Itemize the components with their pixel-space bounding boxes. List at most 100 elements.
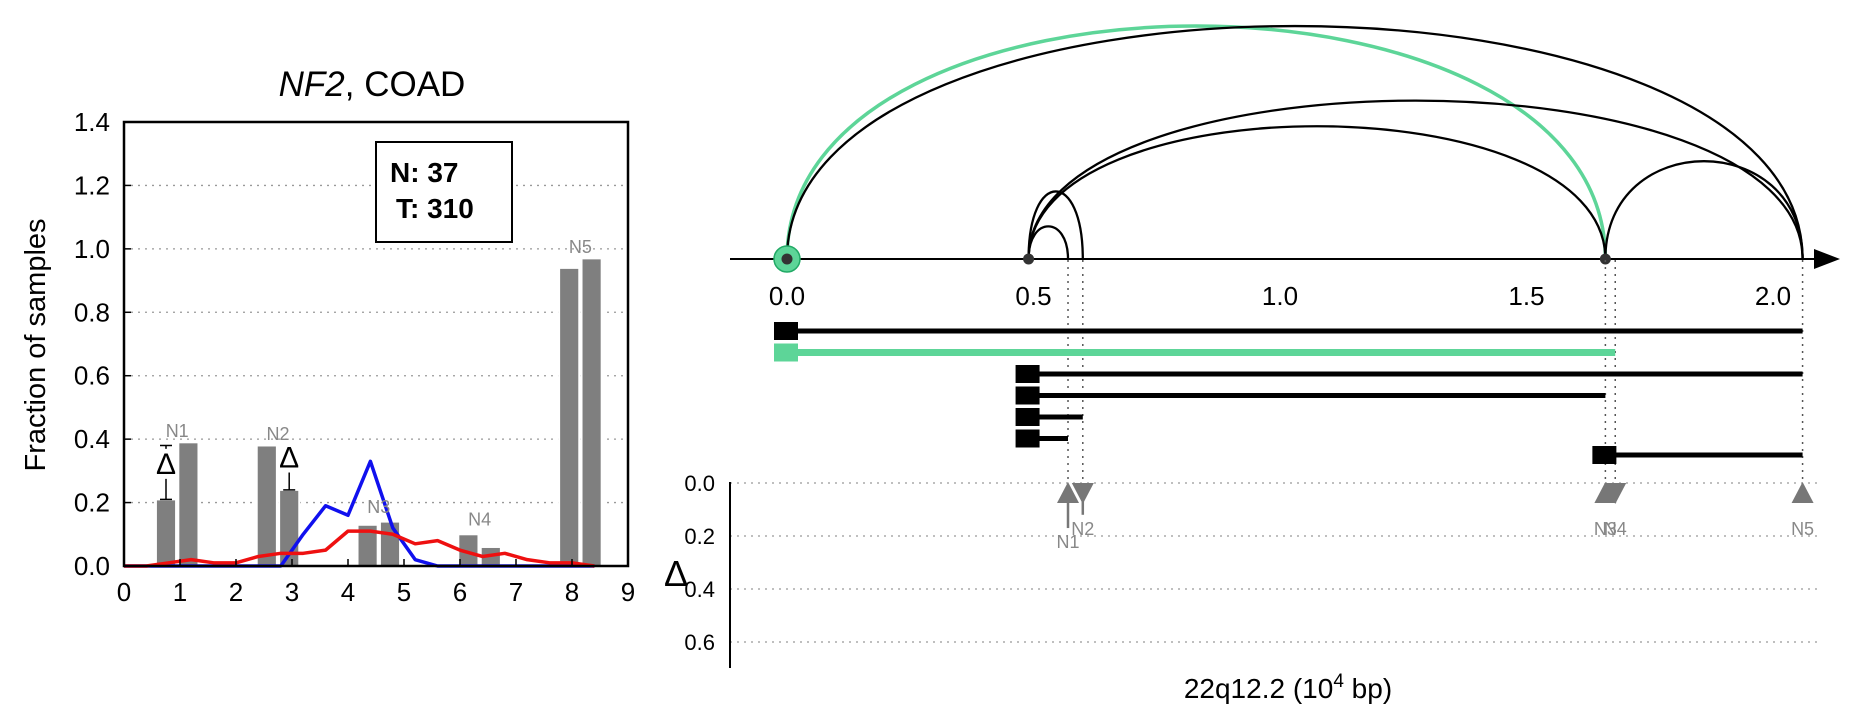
delta-gridlines	[730, 482, 1820, 643]
delta-label: Δ	[279, 442, 299, 475]
bar-label: N2	[266, 424, 289, 444]
y-axis-ticks: 0.0 0.2 0.4 0.6 0.8 1.0 1.2 1.4	[74, 107, 131, 581]
delta-tick-label: 0.4	[684, 577, 715, 602]
delta-triangle	[1057, 482, 1080, 503]
x-tick-label: 7	[509, 577, 523, 607]
splice-arc	[1027, 225, 1070, 260]
plot-frame	[122, 120, 630, 568]
title-rest: , COAD	[345, 65, 466, 104]
bars	[154, 257, 603, 568]
splice-arc	[1027, 190, 1084, 260]
genomic-tick-label: 0.5	[1015, 281, 1051, 311]
x-tick-label: 4	[341, 577, 355, 607]
genomic-tick-label: 1.5	[1508, 281, 1544, 311]
chart-title: NF2, COAD	[279, 65, 466, 104]
delta-marker-label: N2	[1071, 519, 1094, 539]
guide-lines	[1067, 260, 1804, 500]
title-gene: NF2	[279, 65, 345, 104]
bar-label: N5	[569, 237, 592, 257]
splice-node	[1023, 253, 1035, 265]
delta-tick-label: 0.2	[684, 524, 715, 549]
delta-axis-ticks: 0.0 0.2 0.4 0.6	[684, 471, 715, 655]
bar-label: N3	[367, 497, 390, 517]
bar	[177, 441, 200, 568]
x-tick-label: 1	[173, 577, 187, 607]
delta-label-bg	[154, 448, 178, 479]
delta-tick-label: 0.6	[684, 630, 715, 655]
delta-triangle	[1604, 483, 1627, 504]
delta-marker-label: N4	[1604, 519, 1627, 539]
legend-box	[375, 141, 513, 243]
splice-nodes	[773, 245, 1611, 273]
isoform-start-block	[1015, 386, 1040, 405]
x-tick-label: 0	[117, 577, 131, 607]
delta-axis-label: Δ	[664, 553, 688, 594]
isoform-start-block	[774, 343, 798, 362]
bar	[558, 266, 581, 567]
bar	[154, 498, 178, 567]
isoform-start-block	[774, 322, 798, 340]
y-tick-label: 0.8	[74, 297, 110, 327]
y-tick-label: 0.0	[74, 551, 110, 581]
delta-tick-label: 0.0	[684, 471, 715, 496]
y-tick-label: 1.0	[74, 234, 110, 264]
x-tick-label: 3	[285, 577, 299, 607]
x-tick-label: 9	[621, 577, 635, 607]
bar	[255, 444, 278, 567]
splice-arc	[785, 25, 1804, 260]
bar-label: N1	[166, 421, 189, 441]
bar-label: N4	[468, 510, 491, 530]
y-tick-label: 0.6	[74, 361, 110, 391]
delta-marker-label: N5	[1791, 519, 1814, 539]
x-tick-label: 8	[565, 577, 579, 607]
splice-arc	[1027, 99, 1804, 260]
legend-t-count: T: 310	[396, 193, 474, 224]
genomic-tick-label: 2.0	[1755, 281, 1791, 311]
y-axis-label: Fraction of samples	[20, 218, 52, 471]
genomic-axis-label: 22q12.2 (104 bp)	[1184, 671, 1392, 704]
y-tick-label: 1.4	[74, 107, 110, 137]
delta-label-bg	[277, 442, 302, 473]
isoform-start-block	[1592, 446, 1617, 464]
delta-triangle	[1594, 482, 1617, 503]
x-axis-ticks: 0 1 2 3 4 5 6 7 8 9	[117, 559, 635, 607]
y-tick-label: 1.2	[74, 170, 110, 200]
bar	[378, 520, 402, 567]
delta-triangle	[1071, 483, 1094, 504]
xlabel-tail: bp)	[1344, 673, 1392, 704]
splice-arcs	[785, 24, 1804, 260]
xlabel-main: 22q12.2 (10	[1184, 673, 1333, 704]
genomic-tick-label: 0.0	[769, 281, 805, 311]
x-tick-label: 2	[229, 577, 243, 607]
isoform-start-block	[1015, 429, 1040, 448]
delta-marker-label: N1	[1057, 532, 1080, 552]
splice-arc	[1604, 160, 1804, 260]
xlabel-superscript: 4	[1333, 671, 1344, 692]
delta-triangle	[1791, 482, 1814, 503]
genomic-axis-ticks: 0.0 0.5 1.0 1.5 2.0	[769, 281, 1791, 311]
splice-node	[1599, 253, 1611, 265]
x-tick-label: 5	[397, 577, 411, 607]
bar	[580, 257, 603, 567]
isoform-start-block	[1015, 365, 1040, 383]
x-tick-label: 6	[453, 577, 467, 607]
splice-node	[781, 253, 793, 265]
y-tick-label: 0.4	[74, 424, 110, 454]
delta-marker-label: N3	[1594, 519, 1617, 539]
genomic-tick-label: 1.0	[1262, 281, 1298, 311]
delta-label: Δ	[156, 448, 176, 481]
splice-arc	[1027, 125, 1607, 260]
series-line	[124, 529, 595, 568]
bar-labels: N1 N2 N3 N4 N5	[166, 237, 592, 530]
axis-arrowhead	[1814, 249, 1840, 269]
isoform-start-block	[1015, 408, 1040, 426]
legend: N: 37 T: 310	[375, 141, 513, 243]
highlighted-arc	[785, 24, 1608, 260]
legend-n-count: N: 37	[390, 157, 458, 188]
isoform-tracks	[774, 322, 1803, 464]
